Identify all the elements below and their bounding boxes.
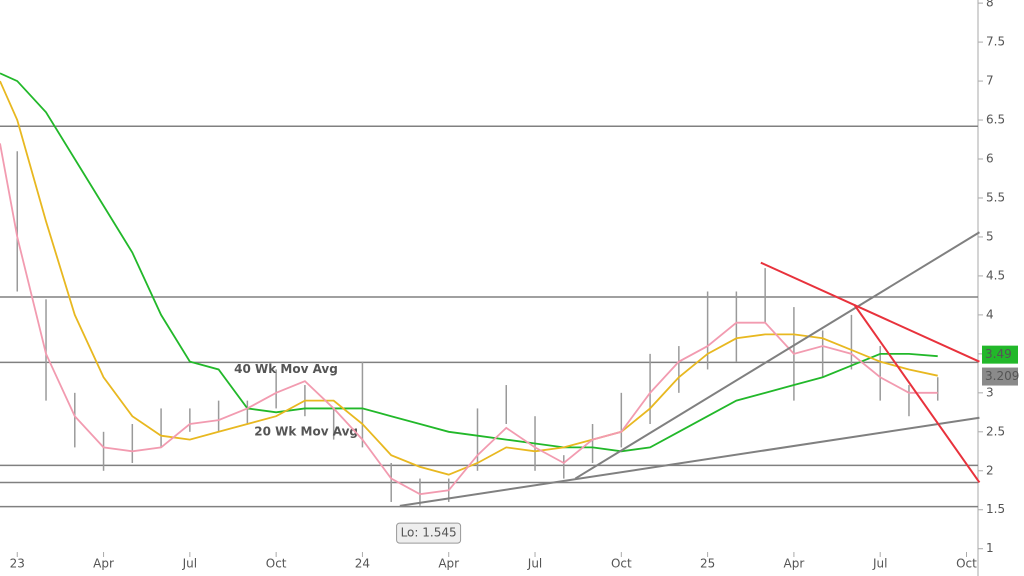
y-tick-label: 1.5 xyxy=(986,502,1005,516)
price-tag-label: 3.209 xyxy=(985,369,1019,383)
y-tick-label: 2 xyxy=(986,463,994,477)
ma-label: 40 Wk Mov Avg xyxy=(234,362,338,376)
x-tick-label: Jul xyxy=(527,557,542,571)
x-tick-label: Oct xyxy=(956,557,977,571)
ma-line xyxy=(0,143,938,496)
y-tick-label: 4.5 xyxy=(986,268,1005,282)
price-tag xyxy=(982,367,1018,386)
y-tick-label: 6.5 xyxy=(986,113,1005,127)
x-tick-label: Apr xyxy=(784,557,805,571)
x-tick-label: Apr xyxy=(438,557,459,571)
y-tick-label: 5 xyxy=(986,229,994,243)
x-tick-label: 24 xyxy=(355,557,370,571)
x-tick-label: 23 xyxy=(10,557,25,571)
low-note: Lo: 1.545 xyxy=(401,526,457,540)
y-tick-label: 1 xyxy=(986,541,994,555)
ma-line xyxy=(0,80,938,476)
trendline xyxy=(853,304,981,484)
x-tick-label: Jul xyxy=(872,557,887,571)
price-tag xyxy=(982,345,1018,364)
trendline xyxy=(760,261,980,363)
x-tick-label: Apr xyxy=(93,557,114,571)
trendline xyxy=(399,416,980,507)
x-tick-label: Oct xyxy=(266,557,287,571)
x-tick-label: Jul xyxy=(182,557,197,571)
price-tag-label: 3.49 xyxy=(985,347,1012,361)
x-tick-label: Oct xyxy=(611,557,632,571)
low-note-box xyxy=(396,522,462,544)
trendline xyxy=(574,231,980,480)
x-tick-label: 25 xyxy=(700,557,715,571)
y-tick-label: 2.5 xyxy=(986,424,1005,438)
y-tick-label: 7 xyxy=(986,74,994,88)
y-tick-label: 4 xyxy=(986,307,994,321)
ma-label: 20 Wk Mov Avg xyxy=(254,424,358,438)
y-tick-label: 5.5 xyxy=(986,190,1005,204)
y-tick-label: 7.5 xyxy=(986,35,1005,49)
y-tick-label: 3 xyxy=(986,385,994,399)
ma-line xyxy=(0,72,938,453)
y-tick-label: 6 xyxy=(986,152,994,166)
y-tick-label: 8 xyxy=(986,0,994,10)
